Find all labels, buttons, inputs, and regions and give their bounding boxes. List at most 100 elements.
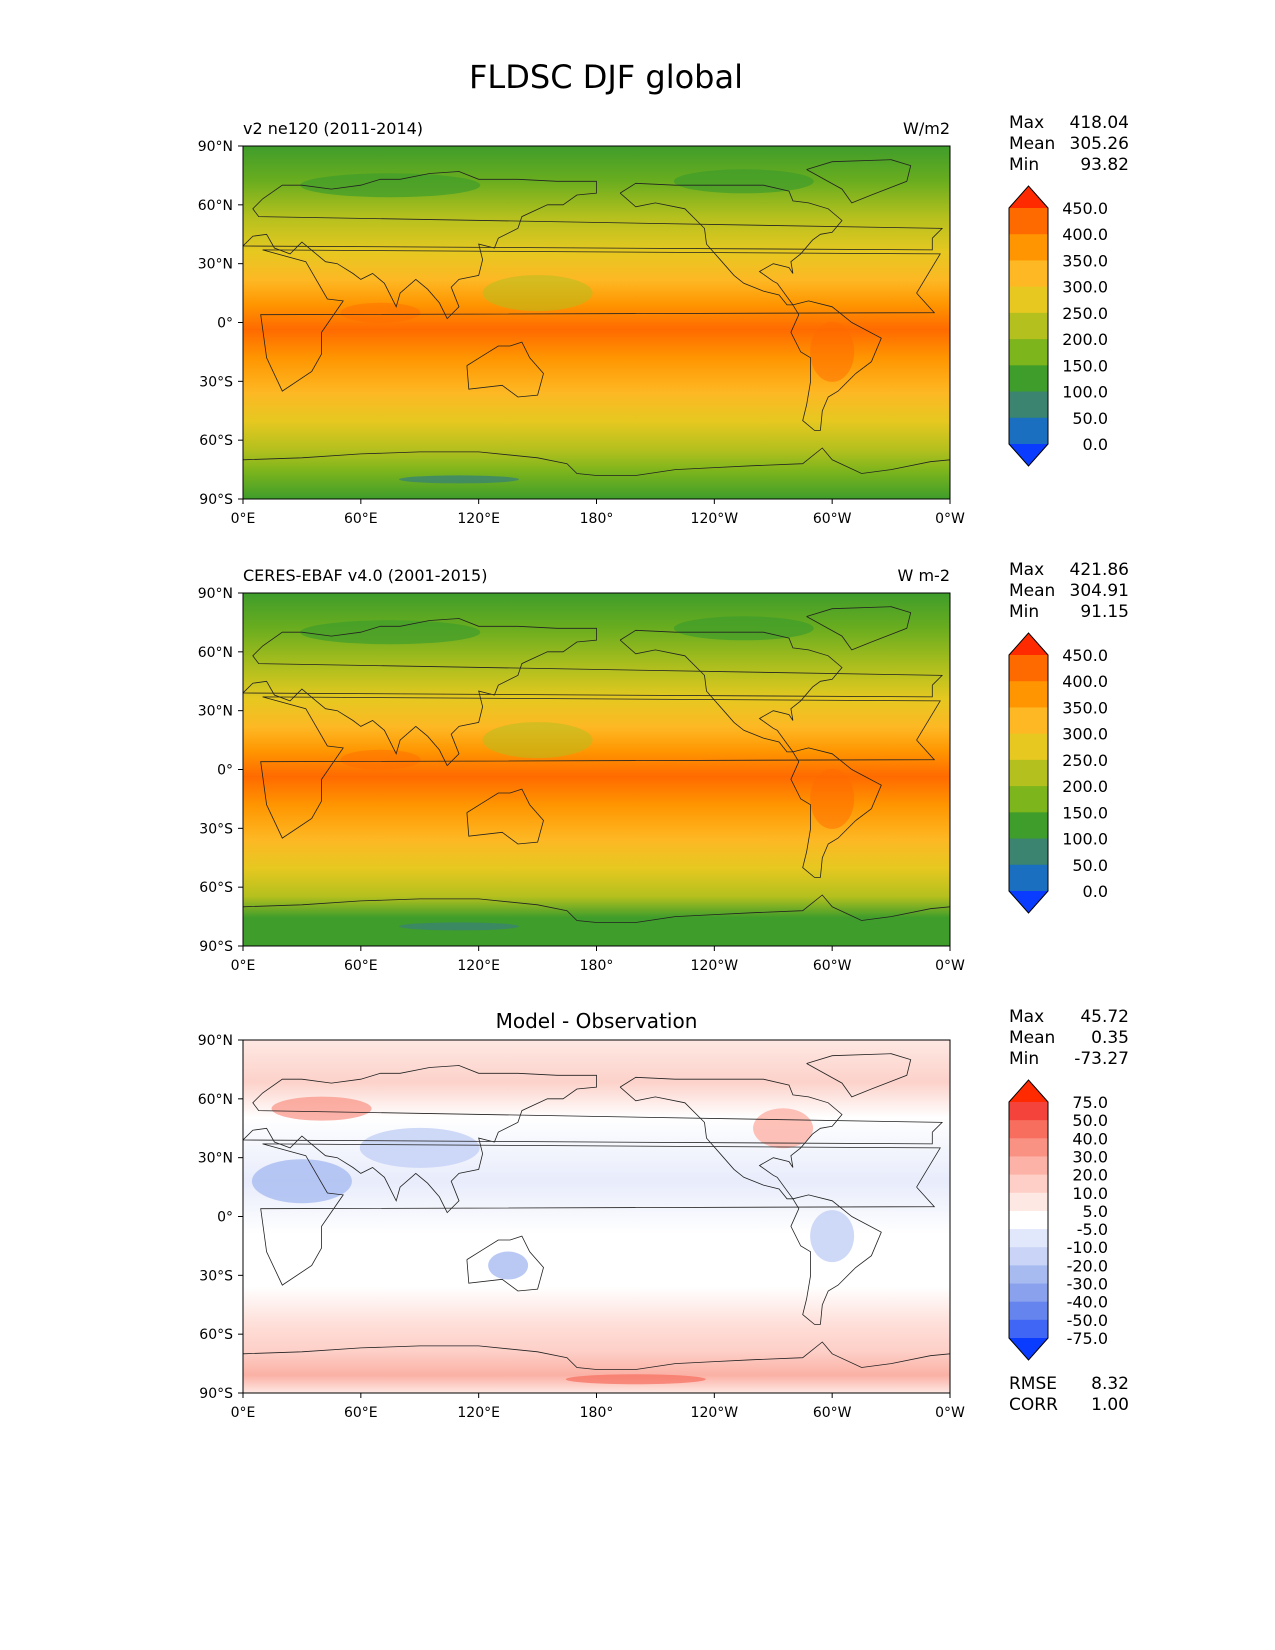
lat-tick-label: 30°S bbox=[199, 374, 233, 390]
colorbar-label: 150.0 bbox=[1062, 803, 1108, 822]
lon-tick-label: 180° bbox=[580, 511, 614, 527]
colorbar-label: -30.0 bbox=[1067, 1275, 1108, 1294]
stat-label: Mean bbox=[1009, 134, 1055, 154]
field-fill bbox=[243, 593, 950, 946]
lat-tick-label: 90°N bbox=[198, 1033, 233, 1049]
greenland-outline bbox=[806, 1053, 912, 1098]
lat-tick-label: 0° bbox=[217, 1210, 233, 1226]
stat-value: 93.82 bbox=[1080, 155, 1129, 175]
colorbar-label: 30.0 bbox=[1072, 1147, 1108, 1166]
stat-value: 304.91 bbox=[1070, 581, 1129, 601]
colorbar-segment bbox=[1009, 1265, 1048, 1285]
lon-tick-label: 120°W bbox=[691, 1405, 739, 1421]
colorbar-label: 250.0 bbox=[1062, 304, 1108, 323]
stat-value: 421.86 bbox=[1070, 560, 1129, 580]
colorbar-extend-bottom bbox=[1009, 444, 1048, 466]
colorbar-label: -10.0 bbox=[1067, 1238, 1108, 1257]
lat-tick-label: 90°S bbox=[199, 939, 233, 955]
colorbar-segment bbox=[1009, 417, 1048, 445]
australia-outline bbox=[466, 788, 544, 845]
colorbar-label: -75.0 bbox=[1067, 1329, 1108, 1348]
panels: 0°E 60°E 120°E 180° 120°W 60°W 0°W 90°N 60°N 30°N… bbox=[198, 113, 1129, 1421]
field-anomaly bbox=[251, 1159, 352, 1204]
colorbar-segment bbox=[1009, 391, 1048, 419]
colorbar-label: 5.0 bbox=[1083, 1202, 1108, 1221]
field-anomaly bbox=[810, 768, 855, 829]
north-america-outline bbox=[619, 1076, 843, 1200]
greenland-outline bbox=[806, 606, 912, 651]
australia-outline bbox=[466, 1235, 544, 1292]
colorbar-segment bbox=[1009, 1319, 1048, 1339]
lon-tick-label: 0°E bbox=[231, 958, 256, 974]
colorbar-label: -40.0 bbox=[1067, 1293, 1108, 1312]
south-america-outline bbox=[790, 1194, 882, 1325]
stat-label: Max bbox=[1009, 113, 1044, 133]
lat-tick-label: 0° bbox=[217, 763, 233, 779]
colorbar: 450.0 400.0 350.0 300.0 250.0 200.0 150.0 100.0… bbox=[1008, 632, 1108, 914]
lon-tick-label: 0°E bbox=[231, 1405, 256, 1421]
lon-tick-label: 60°E bbox=[344, 511, 378, 527]
colorbar-extend-bottom bbox=[1009, 891, 1048, 913]
lat-tick-label: 30°S bbox=[199, 1268, 233, 1284]
map-field bbox=[243, 593, 950, 946]
colorbar-extend-bottom bbox=[1009, 1338, 1048, 1360]
lon-tick-label: 60°W bbox=[813, 511, 852, 527]
panel-obs: 0°E 60°E 120°E 180° 120°W 60°W 0°W 90°N 60°N 30°N… bbox=[198, 560, 1129, 974]
antarctica-outline bbox=[243, 894, 950, 923]
lon-tick-label: 180° bbox=[580, 1405, 614, 1421]
units-label: W m-2 bbox=[898, 566, 950, 585]
field-anomaly bbox=[673, 169, 814, 194]
colorbar-outline bbox=[1008, 1079, 1049, 1361]
colorbar-segment bbox=[1009, 681, 1048, 708]
lat-tick-label: 30°N bbox=[198, 704, 233, 720]
field-anomaly bbox=[810, 321, 855, 382]
colorbar-label: 400.0 bbox=[1062, 225, 1108, 244]
colorbar-segment bbox=[1009, 1156, 1048, 1176]
stat-label: Min bbox=[1009, 602, 1039, 622]
colorbar-segment bbox=[1009, 312, 1048, 340]
lat-tick-label: 60°S bbox=[199, 880, 233, 896]
colorbar-label: 150.0 bbox=[1062, 356, 1108, 375]
stat-label: Min bbox=[1009, 1049, 1039, 1069]
colorbar-label: 0.0 bbox=[1083, 435, 1108, 454]
field-anomaly bbox=[340, 749, 421, 770]
north-america-outline bbox=[619, 182, 843, 306]
south-america-outline bbox=[790, 747, 882, 878]
colorbar-extend-top bbox=[1009, 1080, 1048, 1102]
field-fill bbox=[243, 146, 950, 499]
africa-outline bbox=[260, 249, 941, 392]
north-america-outline bbox=[619, 629, 843, 753]
colorbar-segment bbox=[1009, 838, 1048, 866]
units-label: W/m2 bbox=[903, 119, 950, 138]
colorbar-label: 450.0 bbox=[1062, 199, 1108, 218]
field-anomaly bbox=[340, 302, 421, 323]
colorbar-label: 50.0 bbox=[1072, 1111, 1108, 1130]
colorbar-label: 50.0 bbox=[1072, 409, 1108, 428]
colorbar-segment bbox=[1009, 1120, 1048, 1139]
eurasia-outline bbox=[243, 1065, 944, 1214]
colorbar: 450.0 400.0 350.0 300.0 250.0 200.0 150.0 100.0… bbox=[1008, 185, 1108, 467]
lon-tick-label: 0°W bbox=[935, 958, 965, 974]
colorbar-segment bbox=[1009, 655, 1048, 682]
colorbar-label: 450.0 bbox=[1062, 646, 1108, 665]
colorbar-label: 100.0 bbox=[1062, 383, 1108, 402]
field-anomaly bbox=[753, 1108, 814, 1149]
colorbar-label: 0.0 bbox=[1083, 882, 1108, 901]
field-anomaly bbox=[810, 1210, 855, 1263]
colorbar-label: 250.0 bbox=[1062, 751, 1108, 770]
colorbar-segment bbox=[1009, 1138, 1048, 1157]
colorbar-label: 20.0 bbox=[1072, 1166, 1108, 1185]
colorbar-segment bbox=[1009, 339, 1048, 366]
colorbar-label: -20.0 bbox=[1067, 1256, 1108, 1275]
eurasia-outline bbox=[243, 171, 944, 320]
lat-tick-label: 60°S bbox=[199, 433, 233, 449]
colorbar-segment bbox=[1009, 864, 1048, 892]
greenland-outline bbox=[806, 159, 912, 204]
field-anomaly bbox=[399, 922, 520, 931]
field-anomaly bbox=[300, 620, 481, 645]
antarctica-outline bbox=[243, 447, 950, 476]
lon-tick-label: 60°W bbox=[813, 958, 852, 974]
stat-value: 91.15 bbox=[1080, 602, 1129, 622]
panel-title: CERES-EBAF v4.0 (2001-2015) bbox=[243, 566, 487, 585]
colorbar-segment bbox=[1009, 1174, 1048, 1194]
